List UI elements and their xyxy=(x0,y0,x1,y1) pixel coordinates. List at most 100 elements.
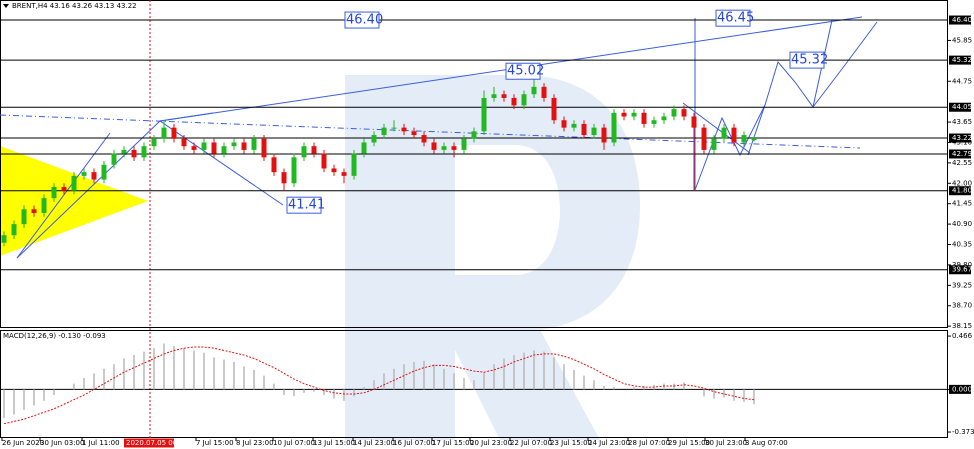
candle-body xyxy=(201,142,207,150)
y-tick-label: 42.55 xyxy=(952,159,972,167)
candle-body xyxy=(641,112,647,124)
candle-body xyxy=(461,138,467,150)
x-tick-label: 10 Jul 07:00 xyxy=(273,439,315,447)
annotation-label: 45.02 xyxy=(507,64,544,79)
candle-body xyxy=(491,94,497,98)
main-panel-frame xyxy=(0,0,948,328)
candle-body xyxy=(231,142,237,147)
x-tick-label: 8 Jul 23:00 xyxy=(236,439,274,447)
x-tick-label: 23 Jul 15:00 xyxy=(550,439,592,447)
candle-body xyxy=(381,127,387,136)
y-tick-label: 38.70 xyxy=(952,302,972,310)
watermark-stem xyxy=(345,75,455,440)
level-label: 42.79 xyxy=(952,150,972,158)
y-tick-label: 40.35 xyxy=(952,241,972,249)
candle-body xyxy=(541,86,547,98)
annotation-box xyxy=(344,11,380,29)
annotation-box xyxy=(505,62,541,80)
wave-c xyxy=(682,102,751,154)
x-tick-label: 24 Jul 23:00 xyxy=(588,439,630,447)
annotation-label: 46.40 xyxy=(346,13,383,28)
candle-body xyxy=(101,164,107,180)
candle-body xyxy=(551,97,557,121)
candle-body xyxy=(511,97,517,106)
candle-body xyxy=(591,127,597,136)
candle-body xyxy=(141,146,147,158)
candle-body xyxy=(411,131,417,136)
candle-body xyxy=(191,146,197,150)
candle-body xyxy=(291,157,297,184)
candle-body xyxy=(581,123,587,136)
crosshair-label: 2020.07.05 00:00 xyxy=(126,439,188,447)
candle-body xyxy=(351,153,357,176)
candle-body xyxy=(441,146,447,150)
candle-body xyxy=(221,146,227,154)
candle-body xyxy=(501,94,507,98)
macd-tick-label: 0.000 xyxy=(952,385,972,393)
level-label: 43.22 xyxy=(952,134,972,142)
level-label: 45.32 xyxy=(952,56,972,64)
x-tick-label: 16 Jul 07:00 xyxy=(393,439,435,447)
candle-body xyxy=(121,149,127,154)
candle-body xyxy=(371,135,377,143)
candle-body xyxy=(471,131,477,139)
candle-body xyxy=(421,135,427,143)
crosshair-label-bg xyxy=(124,438,174,448)
candle-body xyxy=(131,149,137,158)
candle-body xyxy=(321,153,327,169)
level-label: 41.80 xyxy=(952,187,972,195)
watermark-bowl xyxy=(455,75,640,440)
trend-dash xyxy=(0,114,861,149)
candle-body xyxy=(61,187,67,191)
x-tick-label: 28 Jul 07:00 xyxy=(628,439,670,447)
x-tick-label: 7 Jul 15:00 xyxy=(196,439,234,447)
candle-body xyxy=(281,172,287,184)
candle-body xyxy=(241,142,247,150)
x-tick-label: 26 Jun 2020 xyxy=(2,439,44,447)
candle-body xyxy=(621,112,627,117)
candle-body xyxy=(251,138,257,150)
macd-tick-label: 0.466 xyxy=(952,332,973,340)
candle-body xyxy=(171,127,177,139)
candle-body xyxy=(151,138,157,147)
chart-header: BRENT,H4 43.16 43.26 43.13 43.22 xyxy=(12,2,137,10)
candle-body xyxy=(451,146,457,150)
candle-body xyxy=(91,172,97,180)
candle-body xyxy=(701,127,707,150)
candle-body xyxy=(431,142,437,150)
candle-body xyxy=(1,235,7,243)
level-label: 46.40 xyxy=(952,16,972,24)
macd-zero-bg xyxy=(949,384,971,394)
yellow-triangle xyxy=(0,146,148,256)
y-tick-label: 39.25 xyxy=(952,281,972,289)
candle-body xyxy=(681,109,687,117)
watermark xyxy=(345,75,640,440)
level-label: 44.05 xyxy=(952,103,972,111)
macd-header: MACD(12,26,9) -0.130 -0.093 xyxy=(3,332,106,340)
candle-body xyxy=(401,127,407,132)
candle-body xyxy=(311,146,317,154)
candle-body xyxy=(211,142,217,154)
candle-body xyxy=(531,86,537,95)
y-tick-label: 45.85 xyxy=(952,36,972,44)
x-tick-label: 29 Jul 15:00 xyxy=(668,439,710,447)
candle-body xyxy=(301,146,307,158)
level-label-bg xyxy=(949,15,971,25)
macd-panel-frame xyxy=(0,330,948,438)
y-tick-label: 41.45 xyxy=(952,200,972,208)
candle-body xyxy=(561,120,567,128)
candle-body xyxy=(631,112,637,117)
y-tick-label: 42.00 xyxy=(952,179,972,187)
candle-body xyxy=(81,172,87,176)
annotation-box xyxy=(789,51,825,69)
y-tick-label: 44.75 xyxy=(952,77,972,85)
candle-body xyxy=(51,187,57,199)
candle-body xyxy=(181,138,187,147)
level-label-bg xyxy=(949,149,971,159)
candle-body xyxy=(391,127,397,129)
x-tick-label: 30 Jun 03:00 xyxy=(40,439,84,447)
candle-body xyxy=(671,109,677,117)
menu-icon[interactable] xyxy=(3,4,9,8)
level-label-bg xyxy=(949,55,971,65)
